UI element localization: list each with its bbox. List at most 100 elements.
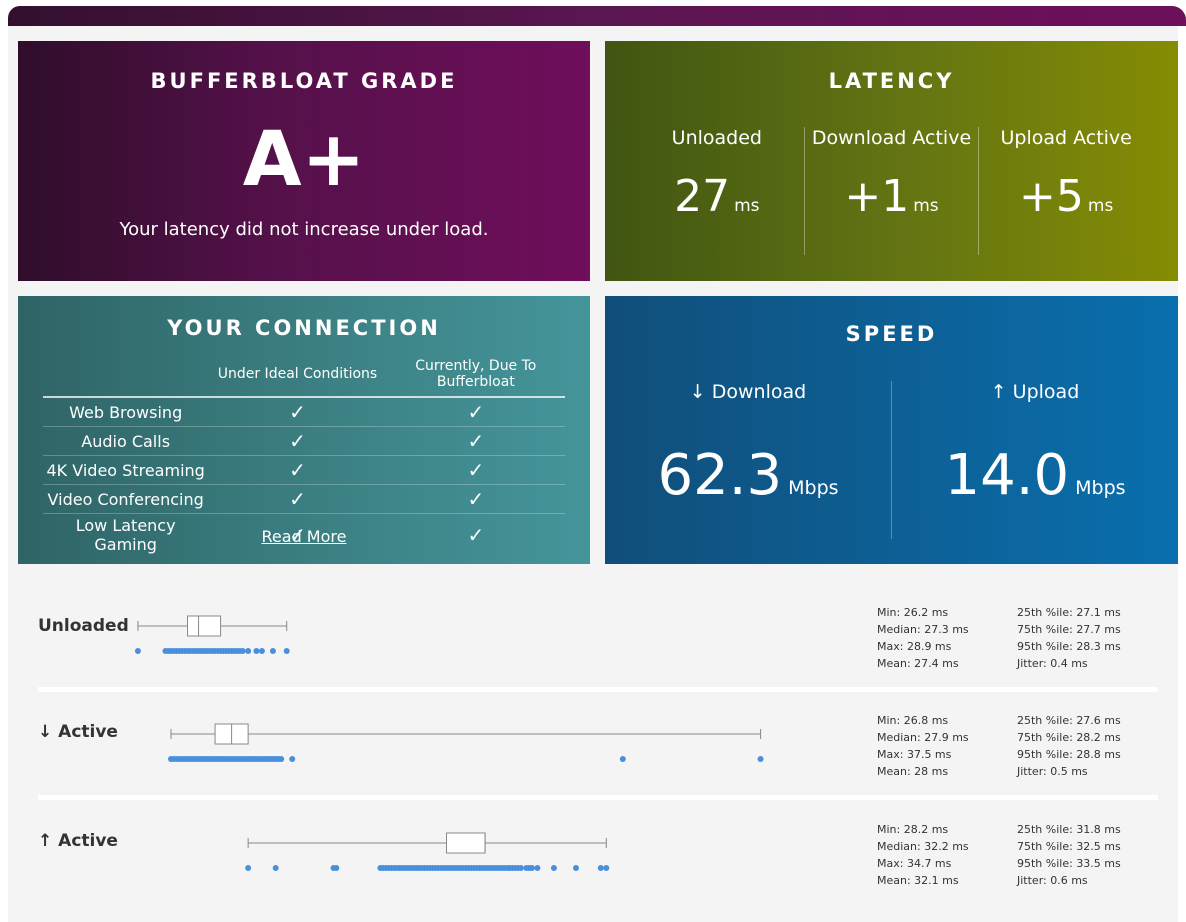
sample-dot [258,648,265,654]
check-icon: ✓ [289,400,306,424]
stats-unloaded-left: Min: 26.2 ms Median: 27.3 ms Max: 28.9 m… [877,604,969,672]
row-separator [38,687,1158,692]
stat-jitter: Jitter: 0.4 ms [1017,657,1088,670]
sample-dot [757,756,764,762]
stat-max: Max: 28.9 ms [877,640,952,653]
latency-value: 27 [674,171,731,222]
check-icon: ✓ [467,523,485,547]
latency-unit: ms [734,196,760,216]
table-row: Video Conferencing ✓ ✓ [43,484,565,514]
latency-label: Upload Active [1000,127,1132,149]
sample-dot [278,756,285,762]
check-icon: ✓ [467,400,485,424]
speed-card: SPEED ↓ Download 62.3 Mbps ↑ Upload 14.0 M… [605,296,1178,564]
feature-name: Audio Calls [81,431,171,451]
grade-title: BUFFERBLOAT GRADE [150,69,458,93]
stat-median: Median: 27.3 ms [877,623,969,636]
feature-name: Video Conferencing [47,489,204,509]
latency-card: LATENCY Unloaded 27 ms Download Active +1… [605,41,1178,281]
grade-description: Your latency did not increase under load… [119,219,489,240]
stat-p75: 75th %ile: 28.2 ms [1017,731,1121,744]
download-unit: Mbps [788,477,839,499]
sample-dot [572,865,579,871]
latency-unloaded: Unloaded 27 ms [630,127,804,255]
stat-min: Min: 26.8 ms [877,714,949,727]
upload-value: 14.0 [944,443,1070,508]
stat-median: Median: 27.9 ms [877,731,969,744]
download-label: ↓ Download [689,381,807,403]
latency-label: Unloaded [671,127,762,149]
sample-dot [289,756,296,762]
sample-dot [272,865,279,871]
sample-dot [239,648,246,654]
latency-unit: ms [1087,196,1114,216]
upload-speed: ↑ Upload 14.0 Mbps [891,381,1178,539]
latency-upload-active: Upload Active +5 ms [978,127,1153,255]
stat-p25: 25th %ile: 27.1 ms [1017,606,1121,619]
distribution-label-unloaded: Unloaded [38,616,129,636]
sample-dot [597,865,604,871]
table-row: Audio Calls ✓ ✓ [43,426,565,456]
stats-upload-right: 25th %ile: 31.8 ms 75th %ile: 32.5 ms 95… [1017,821,1121,889]
stats-unloaded-right: 25th %ile: 27.1 ms 75th %ile: 27.7 ms 95… [1017,604,1121,672]
stat-p75: 75th %ile: 32.5 ms [1017,840,1121,853]
header-bar [8,6,1186,26]
feature-name: 4K Video Streaming [46,460,205,480]
upload-label: ↑ Upload [990,381,1080,403]
connection-card: YOUR CONNECTION Under Ideal Conditions C… [18,296,590,564]
stat-p95: 95th %ile: 28.8 ms [1017,748,1121,761]
box-plot [134,615,290,654]
upload-unit: Mbps [1075,477,1126,499]
header-ideal: Under Ideal Conditions [217,366,378,382]
table-row: Low Latency Gaming ✓ ✓ [43,513,565,557]
stat-jitter: Jitter: 0.6 ms [1017,874,1088,887]
latency-value: +1 [844,171,910,222]
distribution-label-upload: ↑ Active [38,831,118,851]
stats-download-left: Min: 26.8 ms Median: 27.9 ms Max: 37.5 m… [877,712,969,780]
check-icon: ✓ [467,487,485,511]
stat-p75: 75th %ile: 27.7 ms [1017,623,1121,636]
check-icon: ✓ [289,487,306,511]
box-plot [245,832,610,871]
stat-mean: Mean: 27.4 ms [877,657,959,670]
sample-dot [517,865,524,871]
stat-p95: 95th %ile: 28.3 ms [1017,640,1121,653]
box [446,832,486,854]
distribution-label-download: ↓ Active [38,722,118,742]
box-plot [168,723,764,762]
stats-download-right: 25th %ile: 27.6 ms 75th %ile: 28.2 ms 95… [1017,712,1121,780]
check-icon: ✓ [467,429,485,453]
stat-p95: 95th %ile: 33.5 ms [1017,857,1121,870]
sample-dot [283,648,290,654]
stat-min: Min: 26.2 ms [877,606,949,619]
stat-median: Median: 32.2 ms [877,840,969,853]
latency-download-active: Download Active +1 ms [803,127,979,255]
connection-table: Under Ideal Conditions Currently, Due To… [43,356,565,556]
grade-value: A+ [242,114,366,203]
bufferbloat-grade-card: BUFFERBLOAT GRADE A+ Your latency did no… [18,41,590,281]
sample-dot [550,865,557,871]
check-icon: ✓ [289,523,306,547]
check-icon: ✓ [289,429,306,453]
box [187,615,222,637]
stat-max: Max: 34.7 ms [877,857,952,870]
row-separator [38,795,1158,800]
latency-value: +5 [1019,171,1084,222]
check-icon: ✓ [467,458,485,482]
sample-dot [619,756,626,762]
read-more-link[interactable]: Read More [261,527,347,546]
stat-p25: 25th %ile: 27.6 ms [1017,714,1121,727]
stat-p25: 25th %ile: 31.8 ms [1017,823,1121,836]
sample-dot [134,648,141,654]
stats-upload-left: Min: 28.2 ms Median: 32.2 ms Max: 34.7 m… [877,821,969,889]
latency-label: Download Active [811,127,972,149]
connection-title: YOUR CONNECTION [167,316,441,340]
check-icon: ✓ [289,458,306,482]
stat-min: Min: 28.2 ms [877,823,949,836]
stat-jitter: Jitter: 0.5 ms [1017,765,1088,778]
table-row: Web Browsing ✓ ✓ [43,397,565,427]
feature-name: Low Latency Gaming [75,516,176,554]
sample-dot [245,865,252,871]
stat-max: Max: 37.5 ms [877,748,952,761]
